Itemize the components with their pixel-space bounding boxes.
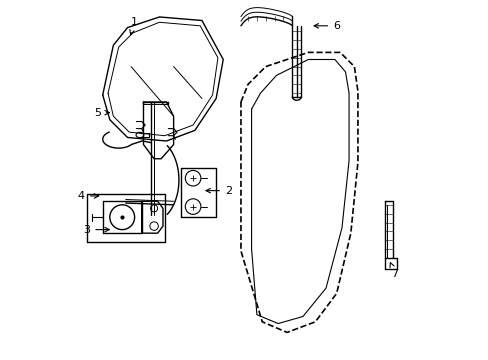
Text: 6: 6: [313, 21, 340, 31]
Text: 2: 2: [205, 186, 232, 195]
Text: 1: 1: [130, 17, 138, 35]
Text: 5: 5: [94, 108, 109, 118]
Text: 4: 4: [78, 191, 99, 201]
Text: 3: 3: [83, 225, 109, 235]
Text: 7: 7: [389, 263, 398, 279]
